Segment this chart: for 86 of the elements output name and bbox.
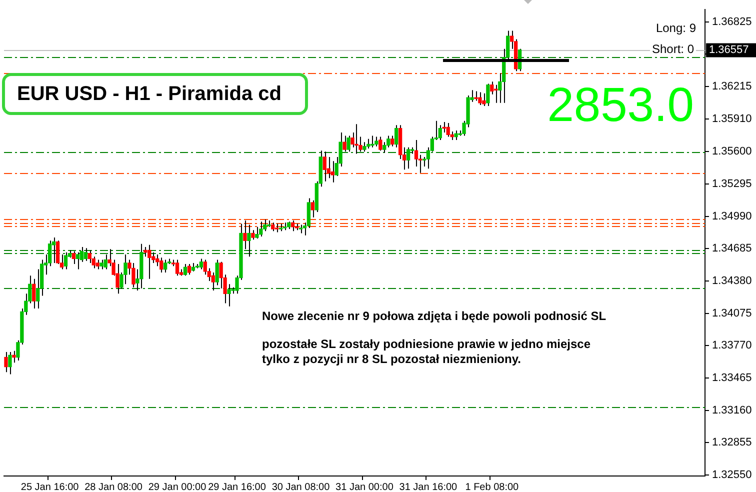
candlestick	[454, 130, 458, 140]
candlestick	[342, 135, 346, 152]
candlestick	[4, 351, 8, 373]
candlestick	[390, 135, 394, 147]
candlestick	[243, 220, 247, 250]
x-tick-label: 25 Jan 16:00	[20, 482, 80, 492]
candlestick	[362, 142, 366, 152]
x-tick-label: 29 Jan 00:00	[148, 482, 207, 492]
y-tick-label: 1.32550	[712, 468, 752, 481]
candlestick	[96, 259, 100, 270]
candlestick	[486, 83, 490, 107]
candlestick	[310, 200, 315, 218]
candlestick	[474, 90, 478, 102]
y-tick-label: 1.34685	[712, 242, 752, 255]
candlestick	[247, 224, 251, 258]
candlestick	[478, 92, 482, 106]
candlestick	[446, 122, 450, 138]
y-tick-label: 1.32855	[712, 436, 752, 449]
y-tick-label: 1.35295	[712, 178, 752, 190]
candlestick	[438, 124, 442, 140]
candlestick	[203, 259, 207, 276]
candlestick	[52, 237, 56, 264]
candlestick	[12, 350, 16, 364]
candlestick	[378, 136, 382, 152]
y-tick-label: 1.35910	[712, 112, 752, 125]
candlestick	[211, 272, 215, 291]
candlestick	[354, 124, 358, 154]
candlestick	[8, 351, 12, 375]
x-tick-label: 31 Jan 16:00	[399, 482, 458, 492]
candlestick	[163, 259, 168, 273]
candlestick	[366, 138, 370, 149]
candlestick	[183, 264, 188, 276]
candlestick	[330, 160, 334, 183]
candlestick	[100, 259, 104, 270]
candlestick	[255, 226, 259, 240]
annotation: Long: 9	[656, 21, 696, 35]
candlestick	[490, 81, 494, 95]
annotation: pozostałe SL zostały podniesione prawie w jedno miejsce	[262, 337, 591, 351]
x-tick-label: 31 Jan 00:00	[336, 482, 394, 492]
y-tick-label: 1.33770	[712, 340, 752, 352]
annotation: tylko z pozycji nr 8 SL pozostał niezmieniony.	[262, 352, 521, 366]
x-tick-label: 28 Jan 08:00	[84, 482, 143, 492]
annotation: 2853.0	[547, 78, 694, 133]
y-tick-label: 1.34990	[712, 210, 752, 222]
candlestick	[72, 250, 76, 264]
candlestick	[227, 284, 231, 307]
candlestick	[259, 221, 263, 237]
candlestick	[199, 258, 203, 270]
candlestick	[370, 135, 374, 148]
candlestick	[76, 252, 80, 270]
candlestick	[322, 151, 326, 182]
candlestick	[56, 240, 60, 264]
candlestick	[414, 139, 418, 167]
candlestick	[406, 146, 410, 170]
candlestick	[187, 264, 192, 276]
y-tick-label: 1.33465	[712, 372, 752, 384]
y-tick-label: 1.34075	[712, 307, 752, 320]
candlestick	[251, 230, 255, 240]
candlestick	[104, 254, 108, 270]
y-tick-label: 1.33160	[712, 404, 752, 416]
candlestick	[148, 244, 152, 280]
candlestick	[394, 124, 398, 148]
x-tick-label: 1 Feb 08:00	[465, 482, 520, 492]
candlestick	[88, 250, 92, 264]
candlestick	[382, 142, 386, 154]
candlestick	[175, 259, 180, 276]
candlestick	[482, 92, 486, 107]
candlestick	[84, 248, 88, 262]
candlestick	[116, 264, 120, 294]
x-tick-label: 30 Jan 08:00	[272, 482, 330, 492]
y-tick-label: 1.34380	[712, 274, 752, 287]
y-tick-label: 1.35600	[712, 146, 752, 158]
y-tick-label: 1.36825	[712, 16, 752, 28]
candlestick	[159, 257, 164, 273]
x-tick-label: 29 Jan 16:00	[208, 482, 266, 492]
candlestick	[346, 135, 350, 152]
candlestick	[374, 136, 378, 147]
ref-line-label: 1.36557	[709, 44, 749, 56]
candlestick	[64, 252, 68, 270]
annotation: Short: 0	[650, 41, 696, 57]
candlestick	[32, 278, 36, 310]
candlestick	[124, 254, 128, 285]
candlestick	[132, 262, 136, 288]
text: EUR USD - H1 - Piramida cd	[2, 73, 308, 115]
annotation: Nowe zlecenie nr 9 połowa zdjęta i będe powoli podnosić SL	[262, 309, 606, 323]
y-tick-label: 1.36215	[712, 80, 752, 92]
